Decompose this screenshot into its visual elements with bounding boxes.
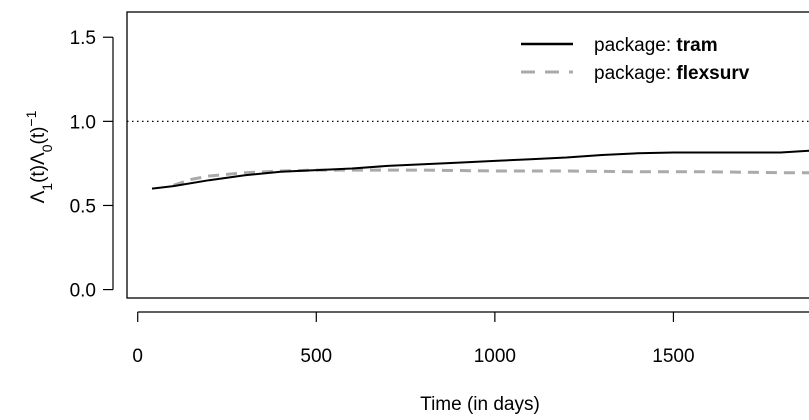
y-axis-title-part: −1: [23, 110, 39, 126]
x-tick-label: 0: [132, 346, 143, 367]
y-axis-title-part: (t): [28, 127, 49, 145]
y-axis-title: Λ1(t)Λ0(t)−1: [23, 110, 55, 203]
legend: package: tram package: flexsurv: [521, 35, 750, 84]
x-tick-label: 500: [300, 346, 332, 367]
y-axis: 0.0 0.5 1.0 1.5: [70, 28, 114, 302]
x-axis: 0 500 1000 1500: [132, 311, 809, 367]
y-axis-title-part: 0: [39, 144, 55, 152]
y-tick-label: 1.0: [70, 112, 96, 133]
x-tick-label: 1000: [474, 346, 516, 367]
x-axis-title: Time (in days): [420, 394, 540, 415]
legend-label-tram: package: tram: [594, 35, 718, 56]
plot-area: [126, 11, 809, 299]
legend-label-flexsurv: package: flexsurv: [594, 63, 750, 84]
x-tick-label: 1500: [652, 346, 694, 367]
y-tick-label: 0.5: [70, 196, 96, 217]
y-tick-label: 1.5: [70, 28, 96, 49]
y-axis-title-part: Λ: [28, 190, 49, 203]
series-line-flexsurv: [172, 168, 809, 187]
y-axis-title-part: 1: [39, 183, 55, 191]
series-line-tram: [151, 149, 809, 190]
y-tick-label: 0.0: [70, 281, 96, 302]
y-axis-title-part: (t)Λ: [28, 152, 49, 183]
